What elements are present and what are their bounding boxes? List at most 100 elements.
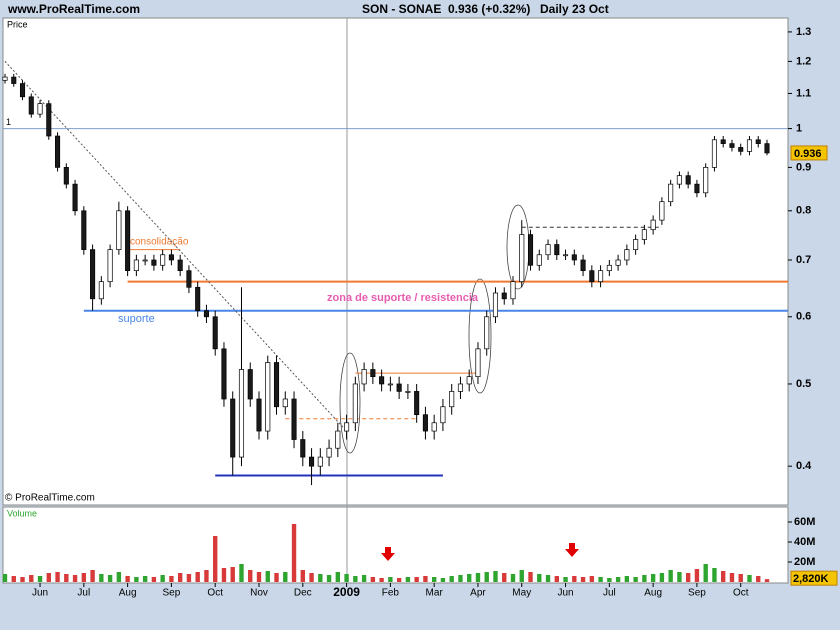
candle-body [265, 362, 271, 432]
volume-bar [99, 574, 104, 582]
candle-body [28, 96, 34, 115]
candle-body [230, 398, 236, 458]
volume-bar [580, 577, 586, 582]
price-marker-label: 0.936 [794, 148, 822, 160]
y-tick-label: 1 [796, 122, 802, 134]
candle-body [580, 259, 586, 272]
candle-body [711, 139, 717, 168]
volume-bar [283, 572, 288, 582]
volume-bar [563, 577, 568, 582]
volume-bar [326, 575, 332, 582]
volume-bar [668, 570, 673, 582]
y-tick-label: 1.2 [796, 55, 811, 67]
candle-body [309, 456, 315, 467]
volume-bar [37, 576, 43, 582]
volume-bar [142, 576, 148, 582]
volume-bar [160, 575, 165, 582]
candle-body [344, 422, 350, 432]
candle-body [466, 376, 472, 385]
candle-body [615, 259, 621, 266]
volume-bar [677, 572, 682, 582]
volume-bar [125, 576, 130, 582]
candle-body [755, 139, 761, 144]
candle-body [46, 103, 52, 137]
candle-body [668, 183, 674, 203]
candle-body [203, 310, 209, 318]
candle-body [720, 139, 726, 144]
candle-body [107, 249, 113, 283]
candle-body [598, 270, 604, 283]
x-tick-label: Jun [557, 588, 573, 599]
candle-body [746, 139, 753, 152]
volume-bar [502, 573, 507, 582]
volume-bar [510, 574, 516, 582]
candle-body [414, 391, 420, 416]
candle-body [554, 244, 560, 256]
x-tick-label: Mar [426, 588, 444, 599]
candle-body [160, 254, 166, 266]
volume-bar [423, 576, 428, 582]
volume-bar [756, 576, 761, 582]
candle-body [212, 316, 218, 350]
volume-bar [554, 576, 559, 582]
x-tick-label: Jun [32, 588, 48, 599]
volume-bar [186, 574, 192, 582]
candle-body [221, 348, 227, 400]
volume-bar [528, 572, 533, 582]
volume-bar [721, 571, 726, 582]
candle-body [273, 362, 280, 408]
candle-body [492, 292, 499, 318]
candle-body [510, 281, 516, 300]
candle-body [440, 406, 446, 424]
candle-body [738, 147, 744, 152]
highlight-ellipse [339, 352, 361, 454]
candle-body [422, 414, 428, 432]
y-tick-label: 0.4 [796, 460, 812, 472]
candle-body [764, 143, 770, 154]
volume-bar [239, 564, 244, 582]
volume-bar [221, 568, 227, 582]
y-tick-label: 60M [794, 516, 815, 528]
volume-bar [335, 572, 341, 582]
candle-body [694, 183, 700, 194]
candle-body [125, 210, 131, 272]
volume-bar [694, 569, 700, 582]
period: Daily 23 Oct [540, 2, 609, 16]
candle-body [624, 249, 630, 261]
y-tick-label: 0.8 [796, 205, 811, 217]
volume-bar [642, 575, 647, 582]
candle-body [703, 167, 709, 194]
candle-body [484, 316, 490, 350]
volume-bar [650, 574, 656, 582]
volume-bar [72, 575, 78, 582]
volume-bar [379, 578, 384, 582]
x-tick-label: Feb [382, 588, 400, 599]
volume-bar [300, 570, 305, 582]
volume-bar [55, 572, 60, 582]
volume-bar [177, 573, 183, 582]
copyright: © ProRealTime.com [5, 493, 95, 504]
candle-body [37, 103, 43, 115]
candle-body [527, 234, 534, 266]
volume-bar [493, 571, 498, 582]
volume-bar [309, 573, 314, 582]
candle-body [116, 210, 122, 250]
candle-body [195, 286, 201, 312]
x-tick-label: Aug [644, 588, 662, 599]
volume-bar [659, 573, 665, 582]
candle-body [55, 135, 61, 168]
candle-body [589, 270, 595, 283]
volume-bar [361, 575, 367, 582]
candle-body [291, 398, 297, 440]
candle-body [536, 254, 542, 266]
x-tick-label: Oct [733, 588, 749, 599]
candle-body [729, 143, 735, 148]
volume-bar [195, 572, 200, 582]
candle-body [650, 219, 656, 231]
volume-bar [747, 575, 752, 582]
candle-body [571, 254, 577, 261]
y-tick-label: 20M [794, 556, 815, 568]
volume-bar [107, 575, 113, 582]
candle-body [98, 281, 104, 300]
